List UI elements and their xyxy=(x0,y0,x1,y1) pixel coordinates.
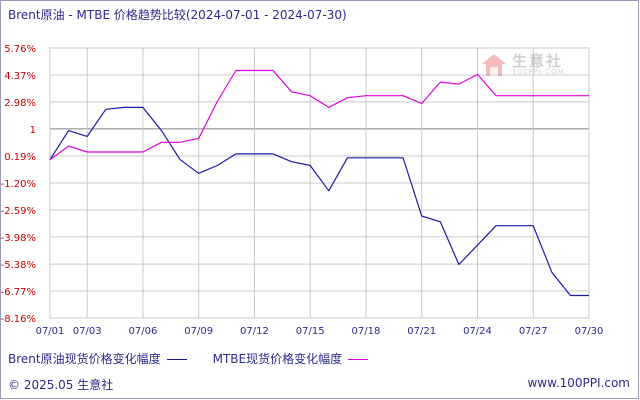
series-line-brent xyxy=(49,106,589,297)
legend-label-mtbe: MTBE现货价格变化幅度 xyxy=(212,352,343,366)
grid xyxy=(49,47,590,319)
x-tick-label: 07/09 xyxy=(184,326,213,337)
x-tick-label: 07/18 xyxy=(352,326,381,337)
x-tick-label: 07/06 xyxy=(129,326,158,337)
y-tick-label: 2.98% xyxy=(4,98,36,109)
legend-label-brent: Brent原油现货价格变化幅度 xyxy=(8,352,161,366)
y-tick-label: -8.16% xyxy=(1,314,36,325)
copyright: © 2025.05 生意社 xyxy=(8,378,114,392)
y-tick-label: 0.19% xyxy=(4,152,36,163)
y-tick-label: -1.20% xyxy=(1,179,36,190)
x-axis-ticks: 07/01 07/03 07/06 07/09 07/12 07/15 07/18 07/21… xyxy=(36,326,604,337)
watermark: 生意社 100PPI.COM xyxy=(480,52,580,80)
chart-title: Brent原油 - MTBE 价格趋势比较(2024-07-01 - 2024-… xyxy=(8,8,347,22)
y-tick-label: 5.76% xyxy=(4,44,36,55)
x-tick-label: 07/21 xyxy=(407,326,436,337)
watermark-text: 生意社 xyxy=(512,52,564,70)
x-tick-label: 07/27 xyxy=(519,326,548,337)
series-lines xyxy=(49,69,589,297)
y-tick-label: -3.98% xyxy=(1,233,36,244)
y-tick-label: 1 xyxy=(30,125,36,136)
series-line-mtbe xyxy=(49,69,589,161)
x-tick-label: 07/12 xyxy=(240,326,269,337)
y-axis-ticks: 5.76% 4.37% 2.98% 1 0.19% -1.20% -2.59% -3.98% -… xyxy=(1,44,36,325)
x-tick-label: 07/30 xyxy=(575,326,604,337)
y-tick-label: -5.38% xyxy=(1,260,36,271)
legend: Brent原油现货价格变化幅度 MTBE现货价格变化幅度 xyxy=(8,350,394,367)
legend-line-mtbe xyxy=(348,359,369,360)
y-tick-label: -2.59% xyxy=(1,206,36,217)
house-logo-icon xyxy=(482,54,506,76)
watermark-url: 100PPI.COM xyxy=(512,68,565,76)
legend-line-brent xyxy=(166,359,187,360)
x-tick-label: 07/01 xyxy=(36,326,65,337)
x-tick-label: 07/15 xyxy=(296,326,325,337)
y-tick-label: 4.37% xyxy=(4,71,36,82)
x-tick-label: 07/24 xyxy=(463,326,492,337)
y-tick-label: -6.77% xyxy=(1,287,36,298)
x-tick-label: 07/03 xyxy=(73,326,102,337)
website-link[interactable]: www.100PPI.com xyxy=(527,376,630,390)
